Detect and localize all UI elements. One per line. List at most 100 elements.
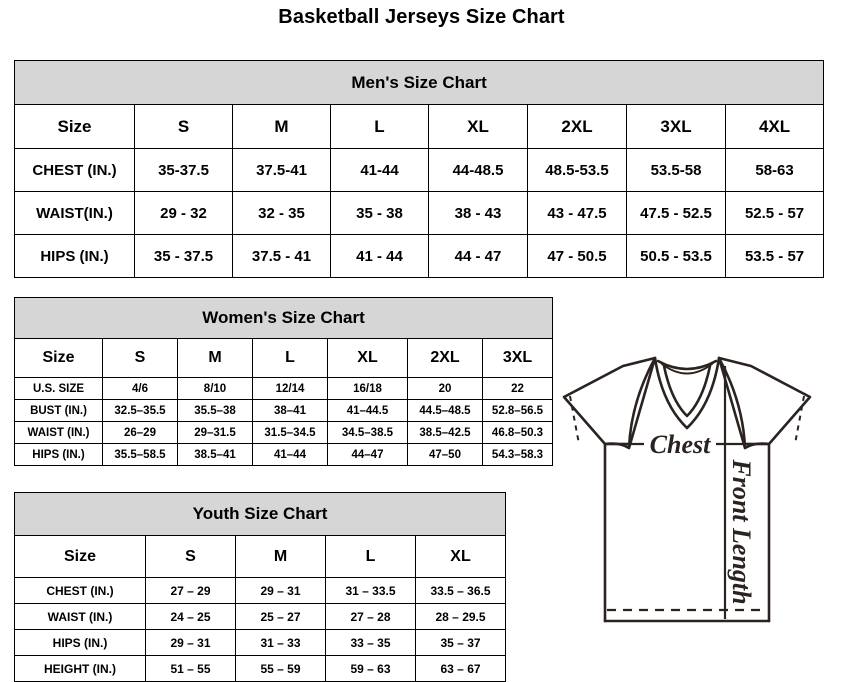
mens-header-3xl: 3XL <box>626 104 726 149</box>
womens-hips-xl: 44–47 <box>327 443 408 466</box>
page-title: Basketball Jerseys Size Chart <box>278 6 565 28</box>
table-row: WAIST (IN.) 26–29 29–31.5 31.5–34.5 34.5… <box>14 421 554 444</box>
womens-header-m: M <box>177 338 253 378</box>
front-length-measure-label: Front Length <box>727 458 756 604</box>
womens-bust-s: 32.5–35.5 <box>102 399 178 422</box>
table-row: BUST (IN.) 32.5–35.5 35.5–38 38–41 41–44… <box>14 399 554 422</box>
table-row: WAIST(IN.) 29 - 32 32 - 35 35 - 38 38 - … <box>14 191 825 235</box>
womens-waist-m: 29–31.5 <box>177 421 253 444</box>
mens-hips-4xl: 53.5 - 57 <box>724 234 825 278</box>
youth-row-label-chest: CHEST (IN.) <box>14 577 146 604</box>
collar-rib-band <box>656 359 718 371</box>
youth-waist-xl: 28 – 29.5 <box>414 603 507 630</box>
left-shoulder-seam <box>627 356 657 450</box>
womens-us-size-2xl: 20 <box>407 377 483 400</box>
womens-us-size-m: 8/10 <box>177 377 253 400</box>
right-sleeve-cuff-dash <box>794 395 805 445</box>
womens-bust-l: 38–41 <box>252 399 328 422</box>
womens-header-l: L <box>252 338 328 378</box>
left-sleeve-shape <box>562 356 657 450</box>
womens-row-label-waist: WAIST (IN.) <box>14 421 103 444</box>
jersey-measurement-diagram: Chest Front Length <box>531 352 843 679</box>
mens-header-2xl: 2XL <box>527 104 627 149</box>
youth-height-l: 59 – 63 <box>325 655 416 682</box>
womens-waist-2xl: 38.5–42.5 <box>407 421 483 444</box>
table-row: HIPS (IN.) 29 – 31 31 – 33 33 – 35 35 – … <box>14 629 507 656</box>
womens-bust-2xl: 44.5–48.5 <box>407 399 483 422</box>
mens-hips-xl: 44 - 47 <box>428 234 528 278</box>
left-sleeve-cuff-dash <box>569 395 580 445</box>
table-row: U.S. SIZE 4/6 8/10 12/14 16/18 20 22 <box>14 377 554 400</box>
womens-hips-l: 41–44 <box>252 443 328 466</box>
youth-hips-xl: 35 – 37 <box>414 629 507 656</box>
youth-height-s: 51 – 55 <box>145 655 236 682</box>
mens-waist-s: 29 - 32 <box>134 191 233 235</box>
womens-bust-xl: 41–44.5 <box>327 399 408 422</box>
womens-header-xl: XL <box>327 338 408 378</box>
chest-measure-label: Chest <box>650 430 711 459</box>
youth-chest-l: 31 – 33.5 <box>325 577 416 604</box>
youth-header-s: S <box>145 535 236 578</box>
table-row: CHEST (IN.) 35-37.5 37.5-41 41-44 44-48.… <box>14 148 825 192</box>
mens-header-s: S <box>134 104 233 149</box>
youth-chest-xl: 33.5 – 36.5 <box>414 577 507 604</box>
mens-header-m: M <box>232 104 331 149</box>
womens-header-size: Size <box>14 338 103 378</box>
youth-header-size: Size <box>14 535 146 578</box>
mens-band-row: Men's Size Chart <box>13 60 825 105</box>
collar-inner-v <box>662 364 712 418</box>
womens-row-label-bust: BUST (IN.) <box>14 399 103 422</box>
womens-hips-s: 35.5–58.5 <box>102 443 178 466</box>
youth-header-xl: XL <box>414 535 507 578</box>
mens-chest-xl: 44-48.5 <box>428 148 528 192</box>
youth-waist-l: 27 – 28 <box>325 603 416 630</box>
mens-row-label-hips: HIPS (IN.) <box>14 234 135 278</box>
youth-waist-m: 25 – 27 <box>235 603 326 630</box>
collar-rib-inner <box>661 363 713 375</box>
womens-header-s: S <box>102 338 178 378</box>
youth-row-label-waist: WAIST (IN.) <box>14 603 146 630</box>
youth-header-row: Size S M L XL <box>14 535 507 578</box>
womens-band-row: Women's Size Chart <box>13 297 554 339</box>
mens-chest-4xl: 58-63 <box>724 148 825 192</box>
table-row: HIPS (IN.) 35.5–58.5 38.5–41 41–44 44–47… <box>14 443 554 466</box>
mens-waist-4xl: 52.5 - 57 <box>724 191 825 235</box>
mens-hips-2xl: 47 - 50.5 <box>527 234 627 278</box>
mens-hips-s: 35 - 37.5 <box>134 234 233 278</box>
womens-hips-2xl: 47–50 <box>407 443 483 466</box>
mens-chest-l: 41-44 <box>330 148 429 192</box>
mens-row-label-chest: CHEST (IN.) <box>14 148 135 192</box>
mens-chart-band-title: Men's Size Chart <box>13 60 825 105</box>
womens-header-3xl: 3XL <box>481 338 554 378</box>
youth-row-label-height: HEIGHT (IN.) <box>14 655 146 682</box>
womens-size-chart-table: Women's Size Chart Size S M L XL 2XL 3XL… <box>13 297 554 466</box>
mens-header-l: L <box>330 104 429 149</box>
table-row: HEIGHT (IN.) 51 – 55 55 – 59 59 – 63 63 … <box>14 655 507 682</box>
womens-hips-m: 38.5–41 <box>177 443 253 466</box>
mens-chest-3xl: 53.5-58 <box>626 148 726 192</box>
mens-chest-m: 37.5-41 <box>232 148 331 192</box>
womens-header-row: Size S M L XL 2XL 3XL <box>14 338 554 378</box>
womens-bust-3xl: 52.8–56.5 <box>481 399 554 422</box>
youth-size-chart-table: Youth Size Chart Size S M L XL CHEST (IN… <box>13 492 507 682</box>
mens-header-row: Size S M L XL 2XL 3XL 4XL <box>14 104 825 149</box>
youth-hips-m: 31 – 33 <box>235 629 326 656</box>
table-row: CHEST (IN.) 27 – 29 29 – 31 31 – 33.5 33… <box>14 577 507 604</box>
table-row: WAIST (IN.) 24 – 25 25 – 27 27 – 28 28 –… <box>14 603 507 630</box>
right-sleeve-shape <box>717 356 812 450</box>
youth-header-m: M <box>235 535 326 578</box>
mens-size-chart-table: Men's Size Chart Size S M L XL 2XL 3XL 4… <box>13 60 825 278</box>
womens-hips-3xl: 54.3–58.3 <box>481 443 554 466</box>
mens-header-xl: XL <box>428 104 528 149</box>
mens-waist-2xl: 43 - 47.5 <box>527 191 627 235</box>
mens-chest-2xl: 48.5-53.5 <box>527 148 627 192</box>
youth-chest-m: 29 – 31 <box>235 577 326 604</box>
womens-us-size-l: 12/14 <box>252 377 328 400</box>
mens-chest-s: 35-37.5 <box>134 148 233 192</box>
mens-waist-3xl: 47.5 - 52.5 <box>626 191 726 235</box>
womens-us-size-xl: 16/18 <box>327 377 408 400</box>
table-row: HIPS (IN.) 35 - 37.5 37.5 - 41 41 - 44 4… <box>14 234 825 278</box>
youth-waist-s: 24 – 25 <box>145 603 236 630</box>
youth-band-row: Youth Size Chart <box>13 492 507 536</box>
mens-header-4xl: 4XL <box>724 104 825 149</box>
